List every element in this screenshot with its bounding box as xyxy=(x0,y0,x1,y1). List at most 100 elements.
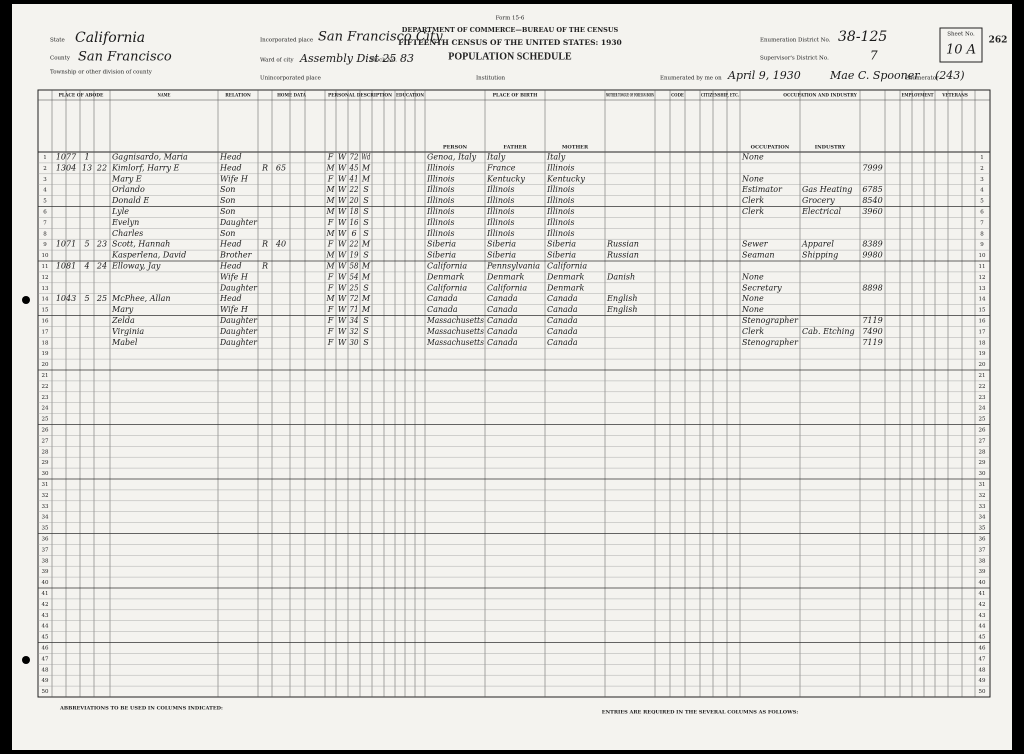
district-label: Enumeration District No. xyxy=(760,38,831,44)
entry-mother: California xyxy=(547,261,587,270)
entry-family: 24 xyxy=(96,261,107,270)
entry-relation: Wife H xyxy=(220,174,249,183)
entry-age: 20 xyxy=(349,196,359,205)
row-number: 40 xyxy=(979,580,986,586)
entry-industry: Grocery xyxy=(802,196,835,205)
row-number: 33 xyxy=(42,504,49,510)
entry-age: 30 xyxy=(350,338,359,347)
entry-mother: Illinois xyxy=(546,163,574,172)
row-number: 26 xyxy=(42,427,49,433)
entry-race: W xyxy=(338,196,347,205)
row-number: 5 xyxy=(980,199,984,205)
entry-relation: Daughter xyxy=(219,327,258,336)
entry-code: 6785 xyxy=(862,185,882,194)
row-number: 21 xyxy=(42,373,49,379)
entry-race: W xyxy=(338,338,347,347)
entry-birthplace: Illinois xyxy=(426,163,454,172)
entry-mother: Kentucky xyxy=(546,174,585,183)
entry-race: W xyxy=(338,283,347,292)
entry-relation: Brother xyxy=(219,251,253,260)
entry-marital: M xyxy=(361,174,371,183)
state: California xyxy=(75,30,145,46)
entry-name: McPhee, Allan xyxy=(111,294,171,303)
entry-code: 8540 xyxy=(862,196,882,205)
entry-age: 22 xyxy=(349,185,359,194)
entry-name: Gagnisardo, Maria xyxy=(112,152,188,161)
row-number: 24 xyxy=(42,406,49,412)
entry-home: R xyxy=(261,240,268,249)
entry-marital: M xyxy=(361,261,371,270)
punch-hole xyxy=(22,296,30,304)
sub-column: PERSON xyxy=(443,145,468,151)
entry-race: W xyxy=(338,251,347,260)
entry-relation: Daughter xyxy=(219,338,258,347)
entry-industry: Apparel xyxy=(801,240,834,249)
stamp: 262 xyxy=(989,36,1008,46)
entry-birthplace: Illinois xyxy=(426,218,454,227)
entry-occupation: None xyxy=(741,152,764,161)
row-number: 31 xyxy=(979,482,986,488)
entry-father: Pennsylvania xyxy=(486,261,540,270)
entry-race: W xyxy=(338,207,347,216)
row-number: 3 xyxy=(43,177,47,183)
entry-occupation: Clerk xyxy=(742,207,764,216)
entry-house: 1081 xyxy=(56,261,76,270)
entry-sex: F xyxy=(327,327,334,336)
row-number: 8 xyxy=(980,231,984,237)
row-number: 26 xyxy=(979,427,986,433)
entry-relation: Son xyxy=(220,196,235,205)
entry-mother: Italy xyxy=(546,152,566,161)
row-number: 49 xyxy=(42,678,49,684)
place-label: Incorporated place xyxy=(260,38,313,44)
paper xyxy=(12,4,1012,750)
row-number: 41 xyxy=(979,591,986,597)
row-number: 28 xyxy=(42,449,49,455)
row-number: 12 xyxy=(979,275,986,281)
entry-birthplace: Canada xyxy=(427,305,458,314)
entry-dwelling: 5 xyxy=(84,294,89,303)
entry-industry: Electrical xyxy=(801,207,841,216)
entry-race: W xyxy=(338,185,347,194)
entry-father: Kentucky xyxy=(486,174,525,183)
entry-name: Elloway, Jay xyxy=(111,261,161,270)
sub-column: OCCUPATION xyxy=(751,145,790,151)
row-number: 23 xyxy=(42,395,49,401)
row-number: 46 xyxy=(42,645,49,651)
row-number: 23 xyxy=(979,395,986,401)
row-number: 45 xyxy=(979,635,986,641)
entry-marital: S xyxy=(363,251,369,260)
entry-marital: S xyxy=(363,327,369,336)
entry-relation: Daughter xyxy=(219,218,258,227)
entry-industry: Shipping xyxy=(802,251,838,260)
entry-birthplace: Siberia xyxy=(427,240,456,249)
row-number: 33 xyxy=(979,504,986,510)
entry-sex: M xyxy=(326,185,336,194)
column-group: RELATION xyxy=(225,93,251,99)
row-number: 6 xyxy=(43,209,47,215)
row-number: 22 xyxy=(979,384,986,390)
row-number: 18 xyxy=(42,340,49,346)
entry-mother: Denmark xyxy=(546,283,584,292)
entry-age: 34 xyxy=(350,316,359,325)
row-number: 29 xyxy=(979,460,986,466)
entry-mother: Canada xyxy=(547,327,578,336)
entry-race: W xyxy=(338,316,347,325)
row-number: 7 xyxy=(980,220,984,226)
entry-birthplace: Genoa, Italy xyxy=(427,152,477,161)
row-number: 37 xyxy=(979,547,986,553)
entry-name: Evelyn xyxy=(111,218,139,227)
entry-marital: S xyxy=(363,316,369,325)
entry-marital: S xyxy=(363,185,369,194)
entry-mother: Illinois xyxy=(546,207,574,216)
entry-code: 7119 xyxy=(862,338,882,347)
entry-dwelling: 1 xyxy=(84,152,89,161)
supervisor-label: Supervisor's District No. xyxy=(760,56,829,62)
entry-father: Illinois xyxy=(486,229,514,238)
entry-occupation: Sewer xyxy=(742,240,769,249)
row-number: 27 xyxy=(42,438,49,444)
row-number: 2 xyxy=(980,166,984,172)
date: April 9, 1930 xyxy=(727,69,801,82)
entry-industry: Gas Heating xyxy=(802,185,852,194)
entry-marital: S xyxy=(363,283,369,292)
entry-language: Russian xyxy=(606,251,639,260)
